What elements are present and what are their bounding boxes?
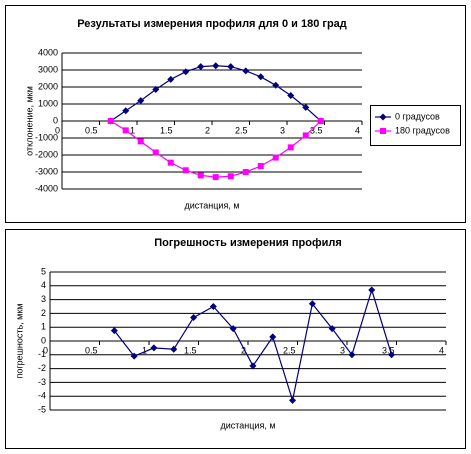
- marker: [287, 144, 294, 151]
- marker: [190, 314, 198, 322]
- y-tick-label: 1: [41, 322, 46, 332]
- x-axis-label: дистанция, м: [220, 420, 275, 430]
- marker: [317, 118, 324, 124]
- y-tick-label: -2000: [35, 149, 58, 159]
- x-tick-label: 1: [130, 125, 135, 135]
- legend-marker: [379, 113, 387, 121]
- marker: [227, 173, 234, 180]
- marker: [197, 172, 204, 179]
- marker: [229, 325, 237, 333]
- x-tick-label: 0.5: [85, 125, 98, 135]
- marker: [170, 345, 178, 353]
- marker: [182, 68, 190, 76]
- marker: [122, 107, 130, 115]
- y-tick-label: 3000: [38, 64, 58, 74]
- x-tick-label: 2.5: [283, 345, 296, 355]
- x-tick-label: 3.5: [310, 125, 323, 135]
- y-tick-label: -3000: [35, 166, 58, 176]
- marker: [150, 344, 158, 352]
- marker: [257, 163, 264, 170]
- y-tick-label: -1000: [35, 132, 58, 142]
- y-tick-label: -3: [38, 377, 46, 387]
- y-axis-label: отклонение, мкм: [24, 86, 34, 156]
- chart-title: Результаты измерения профиля для 0 и 180…: [77, 18, 347, 30]
- panel: [5, 229, 466, 449]
- x-tick-label: 0: [43, 345, 48, 355]
- y-tick-label: 5: [41, 266, 46, 276]
- x-tick-label: 0.5: [85, 345, 98, 355]
- marker: [130, 352, 138, 360]
- marker: [289, 396, 297, 404]
- x-tick-label: 2.5: [235, 125, 248, 135]
- marker: [227, 63, 235, 71]
- chart-title: Погрешность измерения профиля: [154, 237, 342, 249]
- marker: [388, 351, 396, 359]
- marker: [269, 333, 277, 341]
- marker: [348, 351, 356, 359]
- marker: [242, 169, 249, 175]
- marker: [152, 149, 159, 156]
- legend-label: 180 градусов: [395, 125, 450, 135]
- marker: [137, 138, 144, 145]
- marker: [110, 327, 118, 335]
- marker: [137, 97, 145, 105]
- y-tick-label: -1: [38, 349, 46, 359]
- x-tick-label: 1.5: [160, 125, 173, 135]
- marker: [167, 75, 175, 83]
- marker: [212, 62, 220, 70]
- x-axis-label: дистанция, м: [184, 200, 239, 210]
- marker: [328, 325, 336, 333]
- marker: [272, 81, 280, 89]
- y-tick-label: 2: [41, 308, 46, 318]
- x-tick-label: 2: [205, 125, 210, 135]
- y-tick-label: 1000: [38, 98, 58, 108]
- y-tick-label: 4000: [38, 47, 58, 57]
- marker: [212, 174, 219, 181]
- marker: [272, 154, 279, 161]
- y-tick-label: 2000: [38, 81, 58, 91]
- y-axis-label: погрешность, мкм: [14, 304, 24, 379]
- marker: [197, 63, 205, 71]
- marker: [209, 303, 217, 310]
- marker: [107, 118, 114, 124]
- y-tick-label: -4000: [35, 183, 58, 193]
- y-tick-label: -4: [38, 391, 46, 401]
- marker: [302, 132, 309, 139]
- x-tick-label: 1: [142, 345, 147, 355]
- y-tick-label: -2: [38, 363, 46, 373]
- marker: [249, 362, 257, 370]
- x-tick-label: 3: [280, 125, 285, 135]
- marker: [308, 300, 316, 308]
- y-tick-label: 0: [53, 115, 58, 125]
- marker: [152, 86, 160, 94]
- marker: [167, 159, 174, 166]
- marker: [287, 92, 295, 99]
- x-tick-label: 3.5: [382, 345, 395, 355]
- x-tick-label: 4: [439, 345, 444, 355]
- marker: [368, 286, 376, 294]
- marker: [122, 127, 129, 134]
- y-tick-label: 3: [41, 294, 46, 304]
- marker: [302, 103, 310, 111]
- legend-marker: [380, 128, 386, 134]
- y-tick-label: -5: [38, 404, 46, 414]
- y-tick-label: 4: [41, 280, 46, 290]
- marker: [182, 167, 189, 174]
- x-tick-label: 2: [241, 345, 246, 355]
- x-tick-label: 0: [55, 125, 60, 135]
- x-tick-label: 3: [340, 345, 345, 355]
- legend-label: 0 градусов: [395, 111, 440, 121]
- x-tick-label: 1.5: [184, 345, 197, 355]
- marker: [257, 73, 265, 81]
- y-tick-label: 0: [41, 335, 46, 345]
- x-tick-label: 4: [355, 125, 360, 135]
- legend-box: [370, 105, 461, 146]
- marker: [242, 67, 250, 75]
